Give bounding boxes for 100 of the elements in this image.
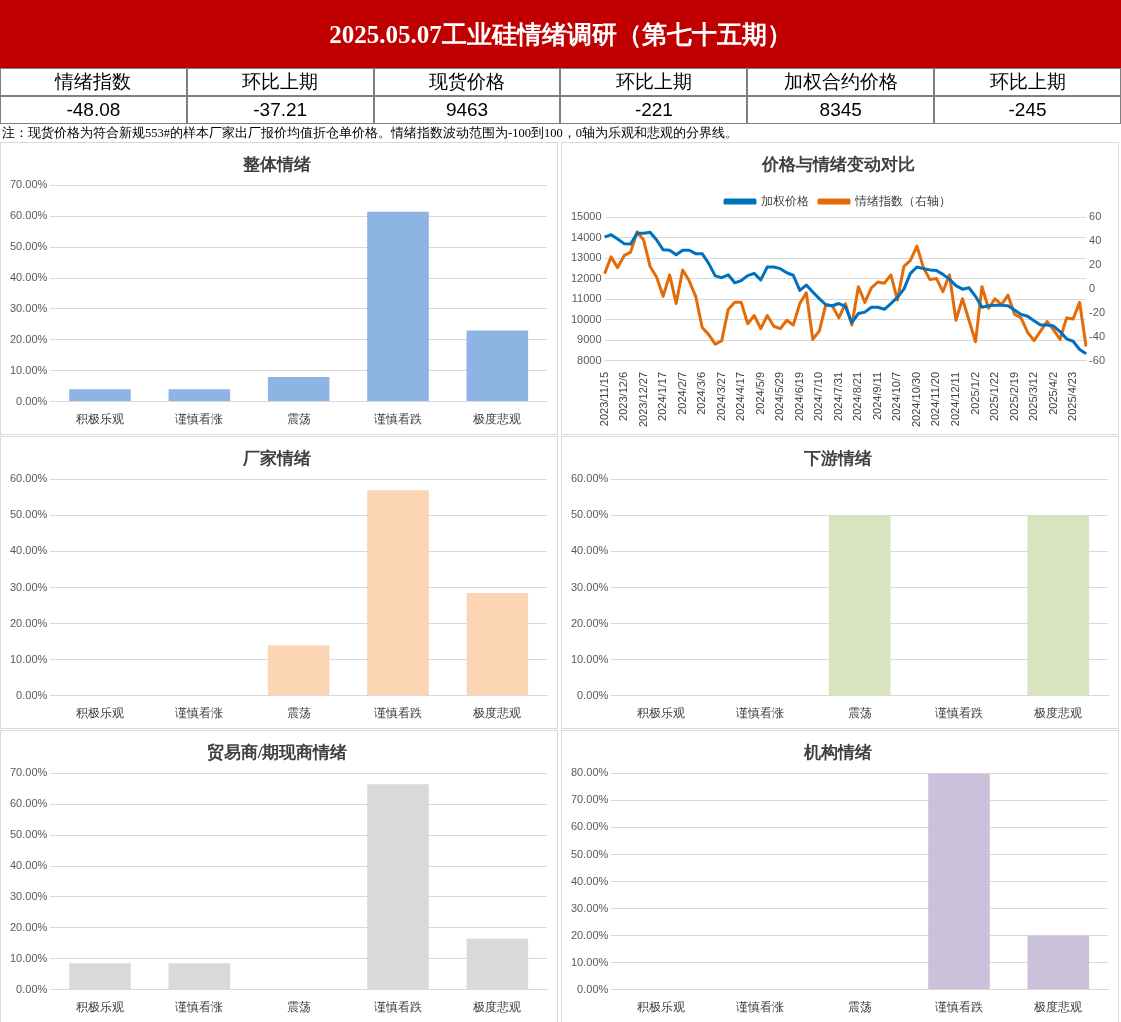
y-tick-label: 10000 bbox=[570, 312, 602, 325]
x-tick-label: 谨慎看跌 bbox=[934, 706, 983, 721]
y-tick-label: 9000 bbox=[577, 333, 602, 346]
category-label: 情绪指数 bbox=[0, 68, 187, 96]
y-tick-label: 60.00% bbox=[10, 472, 48, 485]
x-tick-label: 2024/10/7 bbox=[890, 371, 903, 421]
y2-tick-label: 0 bbox=[1089, 282, 1096, 295]
x-tick-label: 2025/2/19 bbox=[1007, 371, 1020, 421]
y-tick-label: 12000 bbox=[570, 271, 602, 284]
y-tick-label: 60.00% bbox=[10, 797, 48, 810]
y-tick-label: 0.00% bbox=[16, 688, 48, 701]
x-tick-label: 2024/7/31 bbox=[831, 371, 844, 421]
y-tick-label: 14000 bbox=[570, 230, 602, 243]
y-tick-label: 40.00% bbox=[571, 544, 609, 557]
x-tick-label: 2023/12/27 bbox=[636, 371, 649, 428]
x-tick-label: 2025/3/12 bbox=[1027, 371, 1040, 421]
y-tick-label: 15000 bbox=[570, 210, 602, 223]
x-tick-label: 2025/4/23 bbox=[1066, 371, 1079, 421]
x-tick-label: 谨慎看涨 bbox=[175, 1000, 224, 1015]
bar bbox=[69, 963, 131, 990]
y-tick-label: 40.00% bbox=[10, 271, 48, 284]
bar bbox=[367, 490, 429, 696]
category-label: 现货价格 bbox=[373, 68, 561, 96]
x-tick-label: 震荡 bbox=[286, 706, 311, 721]
y-tick-label: 50.00% bbox=[571, 847, 609, 860]
x-tick-label: 2024/2/7 bbox=[675, 371, 688, 415]
x-tick-label: 谨慎看涨 bbox=[736, 1000, 785, 1015]
y-tick-label: 50.00% bbox=[571, 508, 609, 521]
data-label: -48.08 bbox=[0, 96, 187, 124]
y-tick-label: 13000 bbox=[570, 251, 602, 264]
y-tick-label: 8000 bbox=[577, 353, 602, 366]
x-tick-label: 震荡 bbox=[847, 1000, 872, 1015]
chart-title: 贸易商/期现商情绪 bbox=[206, 742, 348, 762]
y2-tick-label: -40 bbox=[1089, 330, 1106, 343]
chart-title: 价格与情绪变动对比 bbox=[760, 154, 915, 174]
y-tick-label: 10.00% bbox=[10, 951, 48, 964]
x-tick-label: 谨慎看跌 bbox=[934, 1000, 983, 1015]
y-tick-label: 30.00% bbox=[571, 580, 609, 593]
y-tick-label: 70.00% bbox=[571, 793, 609, 806]
y-tick-label: 60.00% bbox=[571, 472, 609, 485]
y-tick-label: 0.00% bbox=[577, 982, 609, 995]
y2-tick-label: -20 bbox=[1089, 306, 1106, 319]
bar bbox=[267, 376, 330, 402]
x-tick-label: 谨慎看涨 bbox=[175, 412, 224, 427]
data-label: -245 bbox=[934, 96, 1121, 124]
legend-label: 加权价格 bbox=[761, 193, 809, 208]
y-tick-label: 20.00% bbox=[10, 332, 48, 345]
text: 注：现货价格为符合新规553#的样本厂家出厂报价均值折仓单价格。情绪指数波动范围为-100到100，0轴为乐观和悲观的分界线。 bbox=[1, 125, 739, 142]
y-tick-label: 20.00% bbox=[571, 616, 609, 629]
x-tick-label: 极度悲观 bbox=[472, 1000, 522, 1015]
category-label: 环比上期 bbox=[186, 68, 374, 96]
y-tick-label: 60.00% bbox=[571, 820, 609, 833]
data-label: -221 bbox=[560, 96, 748, 124]
y-tick-label: 80.00% bbox=[571, 766, 609, 779]
x-tick-label: 2025/1/2 bbox=[968, 371, 981, 415]
x-tick-label: 谨慎看跌 bbox=[373, 1000, 422, 1015]
bar bbox=[69, 389, 131, 402]
x-tick-label: 2023/12/6 bbox=[617, 371, 630, 421]
y2-tick-label: 60 bbox=[1089, 210, 1102, 223]
y-tick-label: 10.00% bbox=[10, 363, 48, 376]
y-tick-label: 0.00% bbox=[16, 394, 48, 407]
data-label: 8345 bbox=[747, 96, 935, 124]
y-tick-label: 70.00% bbox=[10, 178, 48, 191]
x-tick-label: 极度悲观 bbox=[1033, 1000, 1083, 1015]
y-tick-label: 10.00% bbox=[571, 652, 609, 665]
y-tick-label: 40.00% bbox=[10, 544, 48, 557]
y-tick-label: 30.00% bbox=[10, 580, 48, 593]
y-tick-label: 40.00% bbox=[10, 859, 48, 872]
x-tick-label: 2024/9/11 bbox=[870, 371, 883, 421]
bar bbox=[367, 211, 429, 402]
text: 2025.05.07工业硅情绪调研（第七十五期） bbox=[0, 0, 1121, 68]
x-tick-label: 谨慎看涨 bbox=[175, 706, 224, 721]
x-tick-label: 积极乐观 bbox=[636, 706, 685, 721]
y2-tick-label: -60 bbox=[1089, 353, 1106, 366]
x-tick-label: 积极乐观 bbox=[75, 412, 124, 427]
bar bbox=[466, 592, 529, 696]
x-tick-label: 2024/6/19 bbox=[792, 371, 805, 421]
y-tick-label: 0.00% bbox=[16, 982, 48, 995]
x-tick-label: 极度悲观 bbox=[472, 706, 522, 721]
y-tick-label: 30.00% bbox=[10, 301, 48, 314]
x-tick-label: 2024/11/20 bbox=[929, 371, 942, 427]
y-tick-label: 70.00% bbox=[10, 766, 48, 779]
x-tick-label: 2023/11/15 bbox=[597, 371, 610, 427]
x-tick-label: 2024/4/17 bbox=[734, 371, 747, 421]
y-tick-label: 50.00% bbox=[10, 828, 48, 841]
y-tick-label: 40.00% bbox=[571, 874, 609, 887]
x-tick-label: 2024/3/6 bbox=[695, 371, 708, 415]
y-tick-label: 20.00% bbox=[10, 920, 48, 933]
x-tick-label: 谨慎看跌 bbox=[373, 412, 422, 427]
y-tick-label: 11000 bbox=[571, 292, 602, 305]
chart-title: 厂家情绪 bbox=[242, 448, 311, 468]
bar bbox=[466, 330, 529, 402]
y2-tick-label: 20 bbox=[1089, 258, 1102, 271]
legend-label: 情绪指数（右轴） bbox=[854, 193, 951, 208]
x-tick-label: 积极乐观 bbox=[636, 1000, 685, 1015]
x-tick-label: 极度悲观 bbox=[1033, 706, 1083, 721]
x-tick-label: 2025/4/2 bbox=[1046, 371, 1059, 415]
x-tick-label: 积极乐观 bbox=[75, 706, 124, 721]
bar bbox=[168, 389, 231, 402]
y2-tick-label: 40 bbox=[1089, 234, 1102, 247]
